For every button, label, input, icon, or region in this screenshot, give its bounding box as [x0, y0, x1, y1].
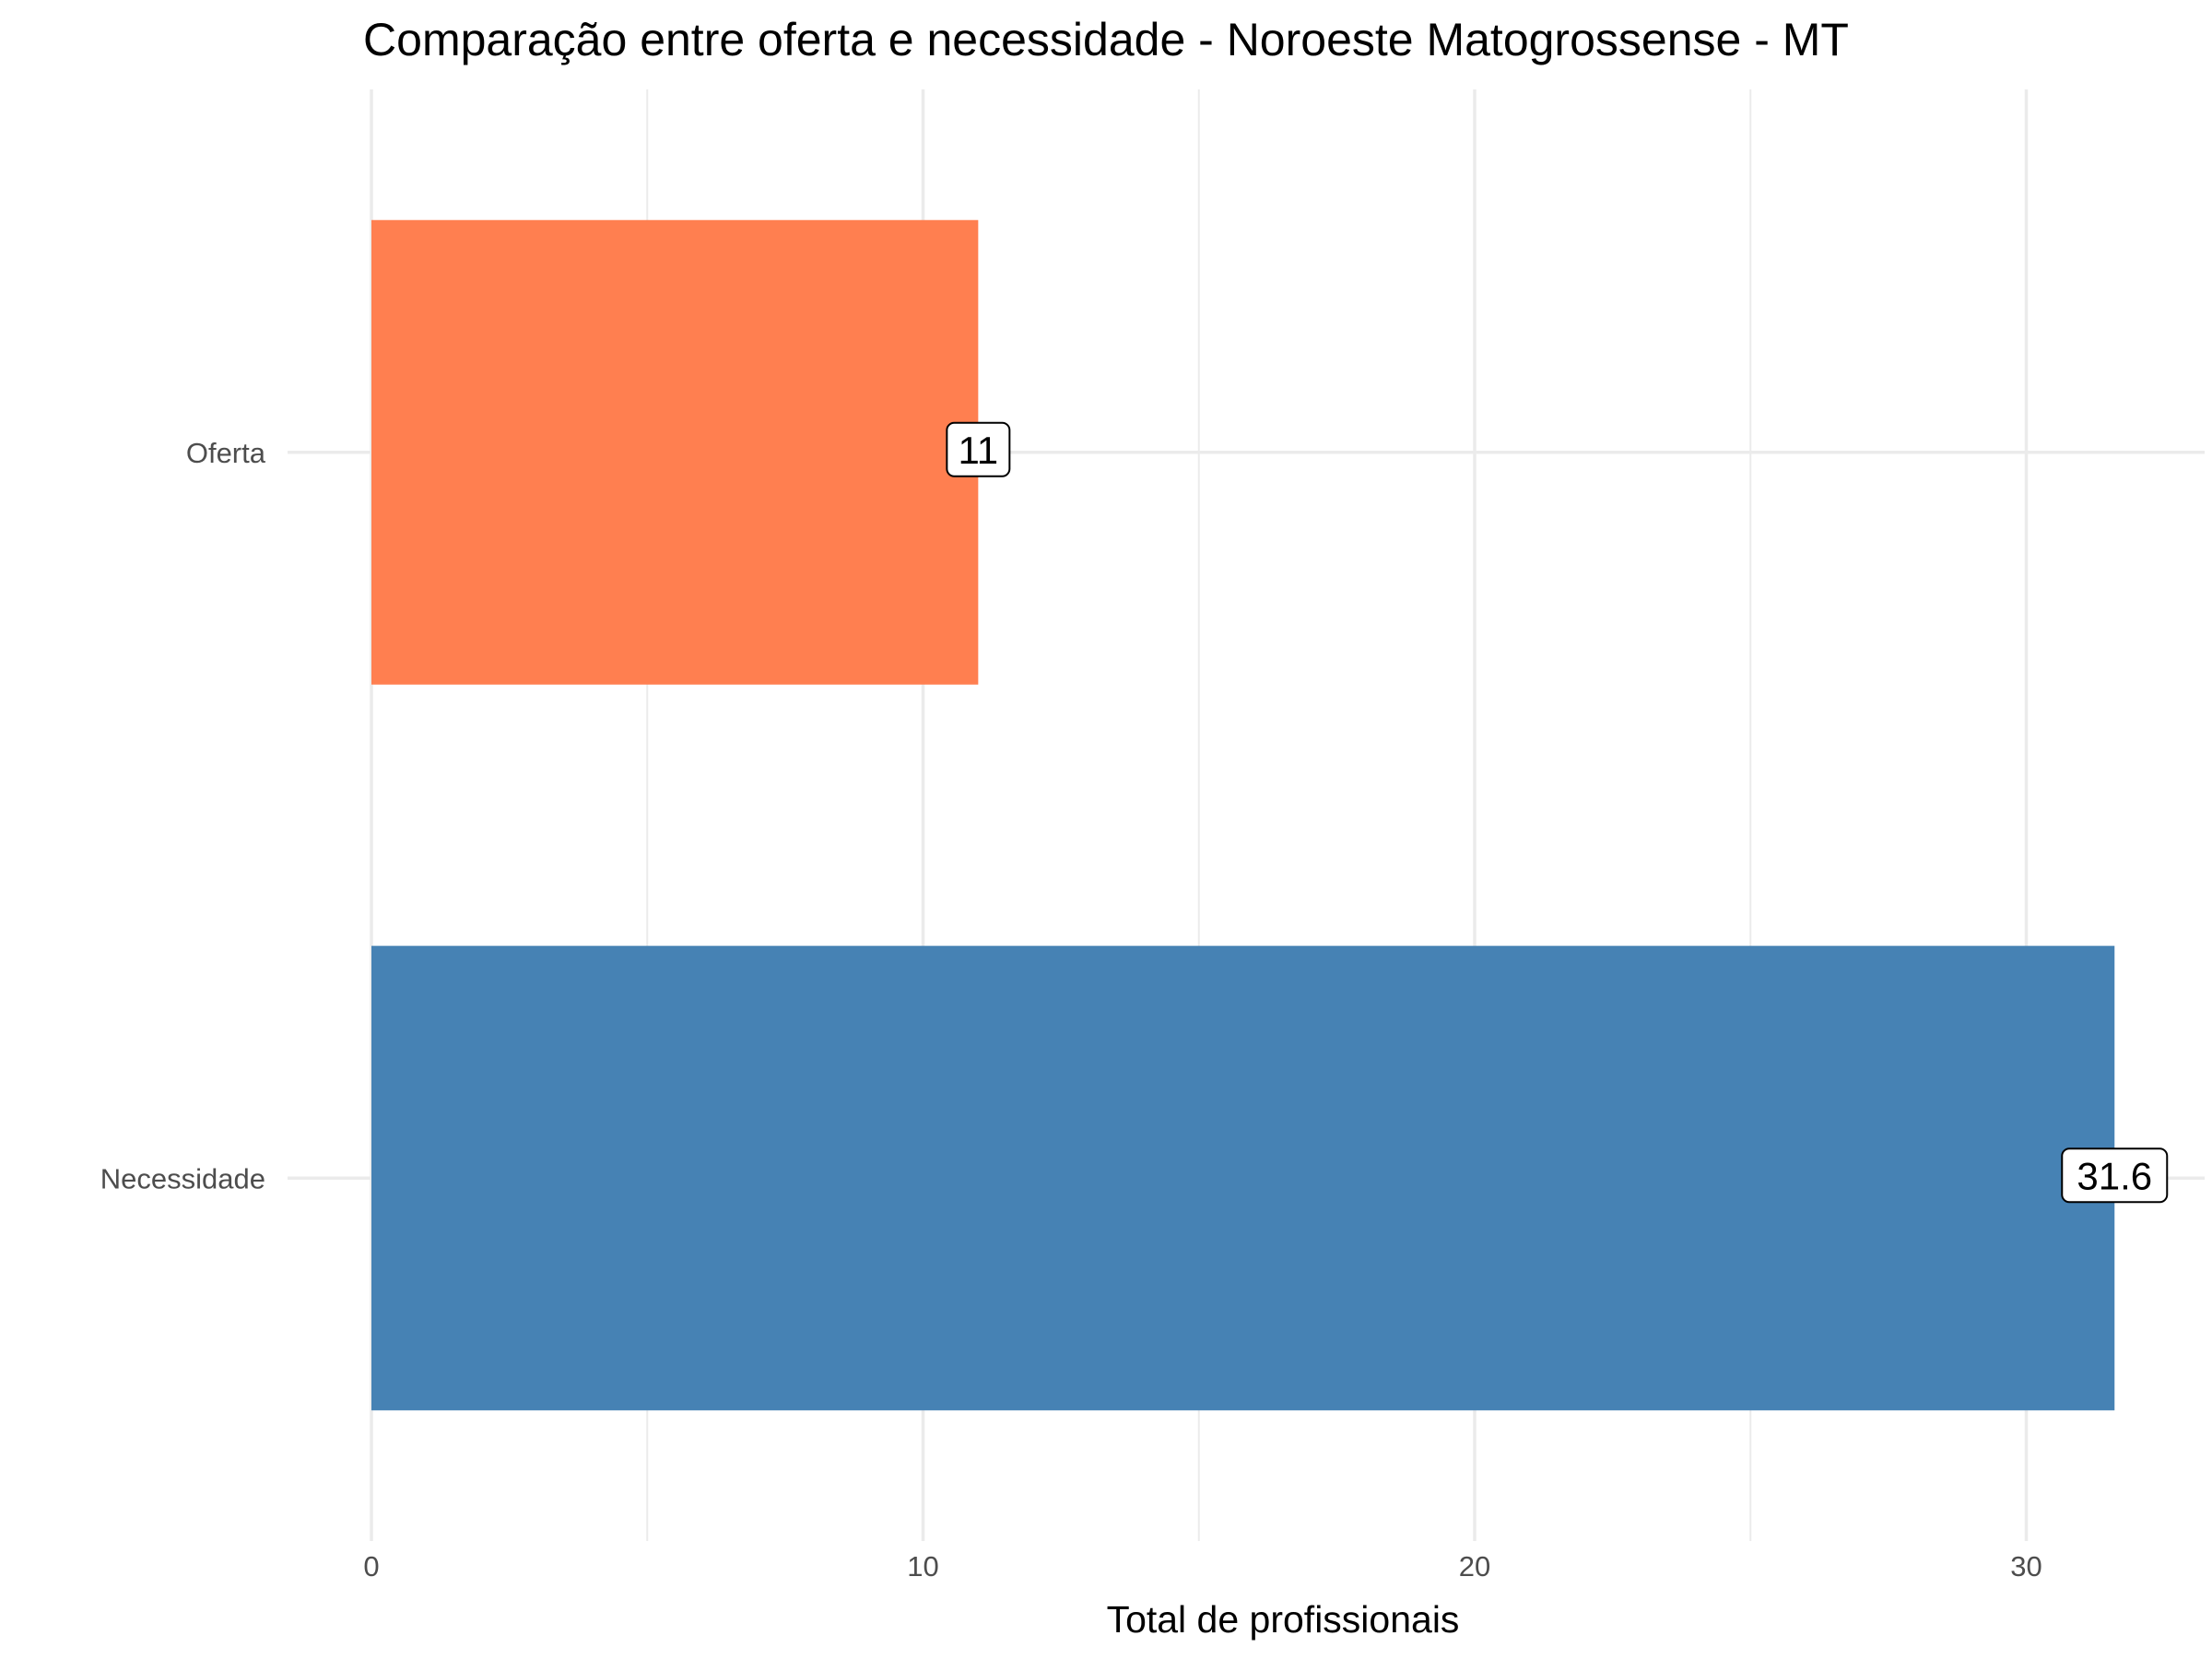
bar-necessidade: [371, 946, 2115, 1411]
data-label-text: 11: [959, 429, 999, 472]
bar-oferta: [371, 219, 979, 685]
y-tick-label: Oferta: [186, 437, 266, 469]
x-axis-label: Total de profissionais: [1106, 1598, 1460, 1641]
chart-title: Comparação entre oferta e necessidade - …: [363, 14, 1849, 65]
x-axis-ticks: 0 10 20 30: [363, 1550, 2041, 1583]
data-label-box: [2061, 1147, 2169, 1204]
bars-group: [371, 219, 2115, 1411]
y-tick-label: Necessidade: [100, 1162, 265, 1194]
data-label: 31.6: [2061, 1147, 2169, 1204]
data-label: 11: [946, 421, 1011, 477]
y-axis-ticks: Necessidade Oferta: [100, 437, 266, 1195]
x-tick-label: 0: [363, 1550, 379, 1583]
data-label-box: [946, 421, 1011, 477]
x-tick-label: 30: [2010, 1550, 2041, 1583]
x-tick-label: 20: [1459, 1550, 1490, 1583]
data-label-text: 31.6: [2077, 1154, 2152, 1197]
data-labels-group: 31.6 11: [946, 421, 2169, 1204]
x-tick-label: 10: [907, 1550, 938, 1583]
